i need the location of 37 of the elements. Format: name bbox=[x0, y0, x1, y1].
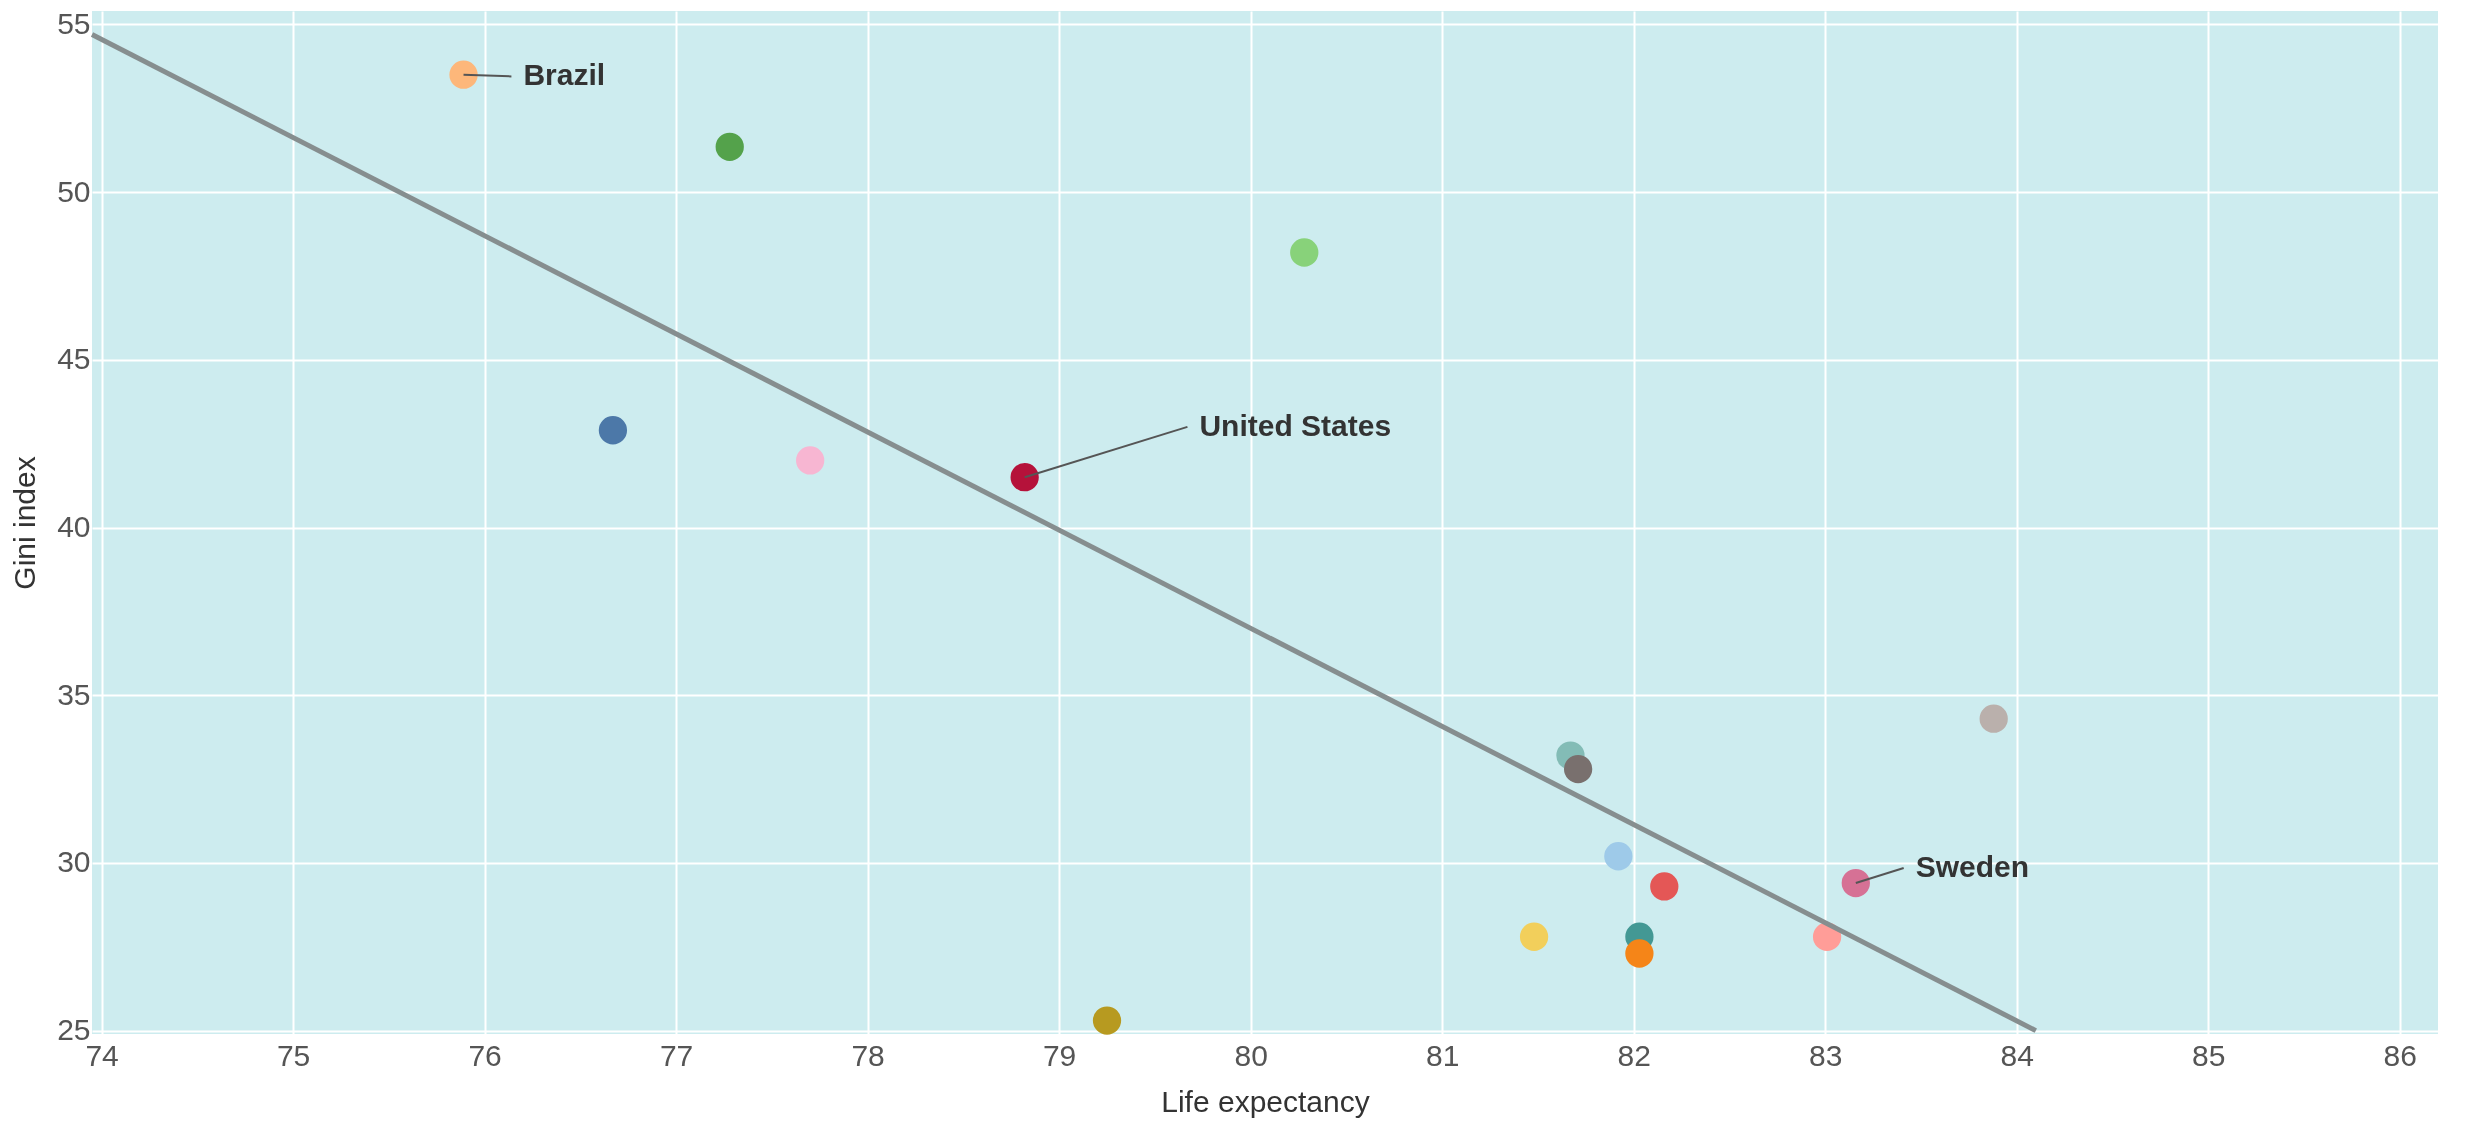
y-axis-title: Gini index bbox=[8, 456, 42, 590]
x-tick-label: 77 bbox=[659, 1038, 694, 1072]
x-tick-label: 75 bbox=[276, 1038, 311, 1072]
point bbox=[1625, 939, 1654, 968]
annotation: United States bbox=[1199, 408, 1392, 442]
x-tick-label: 81 bbox=[1425, 1038, 1460, 1072]
point bbox=[1650, 872, 1679, 901]
x-tick-label: 84 bbox=[2000, 1038, 2034, 1072]
point bbox=[1519, 922, 1549, 951]
x-tick-label: 78 bbox=[851, 1038, 885, 1072]
y-tick-label: 35 bbox=[57, 677, 91, 711]
x-tick-label: 80 bbox=[1234, 1038, 1268, 1072]
annotation: Sweden bbox=[1915, 849, 2030, 883]
point bbox=[1092, 1006, 1122, 1035]
x-tick-label: 85 bbox=[2192, 1038, 2226, 1072]
y-tick-label: 45 bbox=[57, 342, 91, 376]
y-tick-label: 50 bbox=[57, 174, 91, 208]
point bbox=[1010, 463, 1039, 492]
point bbox=[1563, 754, 1593, 784]
annotation: Brazil bbox=[523, 58, 606, 92]
x-tick-label: 76 bbox=[468, 1038, 502, 1072]
y-tick-label: 30 bbox=[57, 845, 91, 879]
point bbox=[715, 132, 744, 161]
point bbox=[598, 416, 628, 445]
point bbox=[1979, 704, 2008, 733]
y-tick-label: 40 bbox=[57, 510, 91, 544]
x-tick-label: 79 bbox=[1042, 1038, 1077, 1072]
point bbox=[1604, 842, 1633, 871]
point bbox=[1841, 868, 1870, 898]
point bbox=[1290, 238, 1319, 267]
x-tick-label: 82 bbox=[1617, 1038, 1651, 1072]
point bbox=[449, 60, 478, 89]
x-tick-label: 86 bbox=[2383, 1038, 2417, 1072]
point bbox=[796, 446, 825, 475]
x-axis-title: Life expectancy bbox=[1161, 1084, 1370, 1118]
y-tick-label: 55 bbox=[57, 6, 91, 40]
x-tick-label: 83 bbox=[1808, 1038, 1843, 1072]
